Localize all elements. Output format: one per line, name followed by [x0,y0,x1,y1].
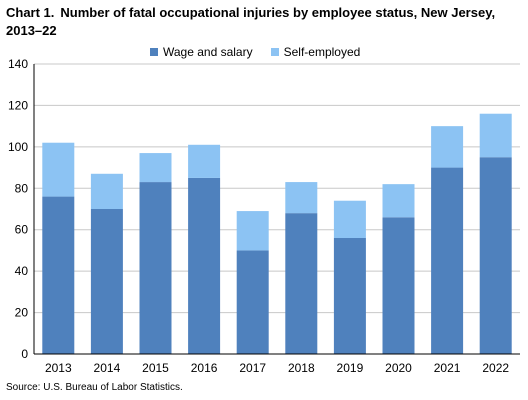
bar-wage-and-salary [42,196,75,354]
legend-swatch-self [270,48,279,56]
x-tick-label: 2013 [45,361,72,375]
y-tick-label: 40 [15,264,29,278]
chart-title: Chart 1. Number of fatal occupational inj… [6,4,522,40]
bar-wage-and-salary [333,238,366,354]
bar-self-employed [90,173,123,209]
legend-item-self: Self-employed [270,45,361,59]
legend-label-wage: Wage and salary [163,45,253,59]
bar-wage-and-salary [431,167,464,354]
legend: Wage and salary Self-employed [150,44,378,60]
bar-wage-and-salary [188,177,221,354]
source-note: Source: U.S. Bureau of Labor Statistics. [6,382,183,393]
bar-wage-and-salary [382,217,415,354]
bar-self-employed [139,153,172,183]
x-tick-label: 2017 [239,361,266,375]
chart-title-lead: Chart 1. [6,5,55,20]
bar-self-employed [431,126,464,168]
y-tick-label: 20 [15,306,29,320]
bar-wage-and-salary [285,213,318,354]
y-tick-label: 80 [15,181,29,195]
bar-self-employed [333,200,366,238]
bar-wage-and-salary [90,209,123,354]
bar-self-employed [236,211,269,251]
x-tick-label: 2014 [94,361,121,375]
chart-title-text: Number of fatal occupational injuries by… [6,5,496,38]
bar-wage-and-salary [479,157,512,354]
x-tick-label: 2021 [434,361,461,375]
legend-swatch-wage [150,48,158,56]
legend-label-self: Self-employed [283,45,361,59]
x-tick-label: 2018 [288,361,315,375]
y-tick-label: 120 [8,98,28,112]
bar-self-employed [285,182,318,214]
y-tick-label: 0 [21,347,28,361]
legend-item-wage: Wage and salary [150,45,253,59]
x-tick-label: 2016 [191,361,218,375]
y-tick-label: 60 [15,223,29,237]
y-tick-label: 140 [8,57,28,71]
bar-self-employed [479,113,512,158]
bar-self-employed [188,144,221,178]
x-tick-label: 2022 [482,361,509,375]
bar-wage-and-salary [236,250,269,354]
bar-wage-and-salary [139,182,172,354]
y-tick-label: 100 [8,140,28,154]
bar-self-employed [42,142,75,197]
bar-self-employed [382,184,415,218]
x-tick-label: 2020 [385,361,412,375]
x-tick-label: 2019 [337,361,364,375]
x-tick-label: 2015 [142,361,169,375]
